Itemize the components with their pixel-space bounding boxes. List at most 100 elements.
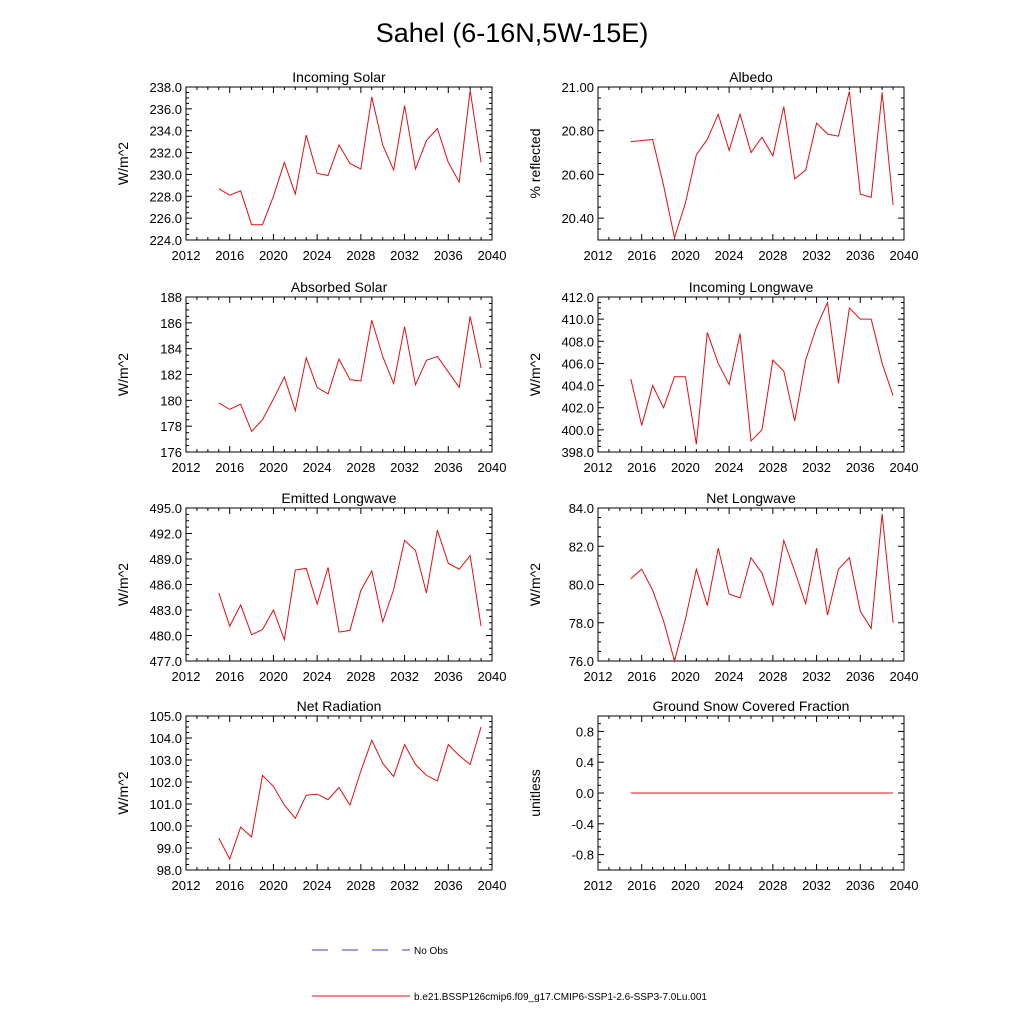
panel-ground-snow-covered-fraction: Ground Snow Covered Fraction unitless 2012…	[527, 698, 918, 893]
y-tick-label: 98.0	[157, 863, 182, 878]
x-tick-label: 2032	[390, 460, 419, 475]
y-tick-label: 477.0	[149, 654, 182, 669]
y-tick-label: 100.0	[149, 819, 182, 834]
x-tick-label: 2024	[303, 878, 332, 893]
y-tick-label: 486.0	[149, 578, 182, 593]
y-axis-label: % reflected	[527, 128, 543, 198]
y-tick-label: 480.0	[149, 629, 182, 644]
x-tick-label: 2016	[627, 248, 656, 263]
panel-title: Ground Snow Covered Fraction	[653, 698, 850, 714]
x-tick-label: 2020	[259, 669, 288, 684]
x-tick-label: 2024	[715, 669, 744, 684]
y-tick-label: 78.0	[569, 616, 594, 631]
y-tick-label: 492.0	[149, 527, 182, 542]
series-line	[630, 513, 894, 663]
x-tick-label: 2016	[215, 248, 244, 263]
y-tick-label: 230.0	[149, 167, 182, 182]
x-tick-label: 2016	[215, 878, 244, 893]
y-tick-label: 402.0	[561, 401, 594, 416]
y-tick-label: 224.0	[149, 233, 182, 248]
panel-incoming-solar: Incoming Solar W/m^2 2012 2016 2020 2024 2028 2…	[115, 69, 506, 263]
x-tick-label: 2012	[584, 460, 613, 475]
series-line	[218, 316, 482, 433]
x-tick-label: 2020	[259, 248, 288, 263]
y-tick-label: 404.0	[561, 379, 594, 394]
panels: Incoming Solar W/m^2 2012 2016 2020 2024 2028 2…	[115, 69, 918, 893]
y-tick-label: 489.0	[149, 552, 182, 567]
y-tick-label: 0.4	[576, 755, 594, 770]
legend: No Obs b.e21.BSSP126cmip6.f09_g17.CMIP6-…	[312, 946, 707, 1003]
panel-incoming-longwave: Incoming Longwave W/m^2 2012 2016 2020 2024 20…	[527, 279, 918, 475]
y-tick-label: 228.0	[149, 189, 182, 204]
y-tick-label: 101.0	[149, 797, 182, 812]
y-tick-label: 82.0	[569, 539, 594, 554]
y-tick-label: 483.0	[149, 603, 182, 618]
x-tick-label: 2012	[584, 878, 613, 893]
panel-title: Albedo	[729, 69, 773, 85]
y-tick-label: 105.0	[149, 709, 182, 724]
x-tick-label: 2020	[671, 878, 700, 893]
panel-albedo: Albedo % reflected 2012 2016 2020 2024 2028 203…	[527, 69, 918, 263]
x-tick-label: 2036	[846, 248, 875, 263]
y-axis-label: W/m^2	[115, 142, 131, 185]
y-tick-label: 178	[160, 419, 182, 434]
y-tick-label: 410.0	[561, 312, 594, 327]
panel-title: Emitted Longwave	[281, 490, 396, 506]
x-tick-label: 2036	[846, 669, 875, 684]
x-tick-label: 2040	[890, 460, 919, 475]
legend-item-model: b.e21.BSSP126cmip6.f09_g17.CMIP6-SSP1-2.…	[312, 992, 707, 1003]
x-tick-label: 2040	[478, 460, 507, 475]
y-tick-label: 400.0	[561, 423, 594, 438]
x-tick-label: 2028	[758, 248, 787, 263]
x-tick-label: 2036	[434, 878, 463, 893]
y-tick-label: 412.0	[561, 290, 594, 305]
x-tick-label: 2016	[627, 669, 656, 684]
y-tick-label: 188	[160, 290, 182, 305]
x-tick-label: 2028	[758, 669, 787, 684]
y-tick-label: -0.4	[572, 817, 594, 832]
y-tick-label: 176	[160, 445, 182, 460]
x-tick-label: 2032	[390, 248, 419, 263]
x-tick-label: 2012	[172, 248, 201, 263]
y-tick-label: 184	[160, 342, 182, 357]
y-axis-label: unitless	[527, 769, 543, 816]
panel-emitted-longwave: Emitted Longwave W/m^2 2012 2016 2020 2024 202…	[115, 490, 506, 684]
y-tick-label: 103.0	[149, 753, 182, 768]
y-tick-label: 234.0	[149, 124, 182, 139]
y-tick-label: 238.0	[149, 80, 182, 95]
plot-frame	[185, 86, 493, 241]
plot-frame	[185, 715, 493, 871]
plot-frame	[597, 86, 905, 241]
x-tick-label: 2024	[303, 669, 332, 684]
y-tick-label: 408.0	[561, 334, 594, 349]
y-tick-label: 104.0	[149, 731, 182, 746]
legend-label-no-obs: No Obs	[414, 946, 448, 957]
y-tick-label: -0.8	[572, 848, 594, 863]
y-tick-label: 495.0	[149, 501, 182, 516]
y-tick-label: 20.40	[561, 211, 594, 226]
x-tick-label: 2028	[346, 248, 375, 263]
x-tick-label: 2032	[802, 669, 831, 684]
y-axis-label: W/m^2	[527, 353, 543, 396]
y-tick-label: 0.0	[576, 786, 594, 801]
panel-net-longwave: Net Longwave W/m^2 2012 2016 2020 2024 2028 203…	[527, 490, 918, 684]
series-line	[630, 91, 894, 240]
y-tick-label: 236.0	[149, 102, 182, 117]
y-tick-label: 182	[160, 368, 182, 383]
panel-title: Incoming Longwave	[689, 279, 814, 295]
x-tick-label: 2020	[671, 460, 700, 475]
y-axis-label: W/m^2	[115, 353, 131, 396]
y-tick-label: 20.60	[561, 167, 594, 182]
y-axis-label: W/m^2	[115, 563, 131, 606]
y-axis-label: W/m^2	[115, 771, 131, 814]
x-tick-label: 2024	[715, 460, 744, 475]
y-tick-label: 406.0	[561, 356, 594, 371]
x-tick-label: 2020	[259, 460, 288, 475]
x-tick-label: 2032	[802, 248, 831, 263]
x-tick-label: 2040	[890, 669, 919, 684]
y-tick-label: 76.0	[569, 654, 594, 669]
x-tick-label: 2020	[259, 878, 288, 893]
x-tick-label: 2028	[346, 669, 375, 684]
x-tick-label: 2036	[846, 460, 875, 475]
